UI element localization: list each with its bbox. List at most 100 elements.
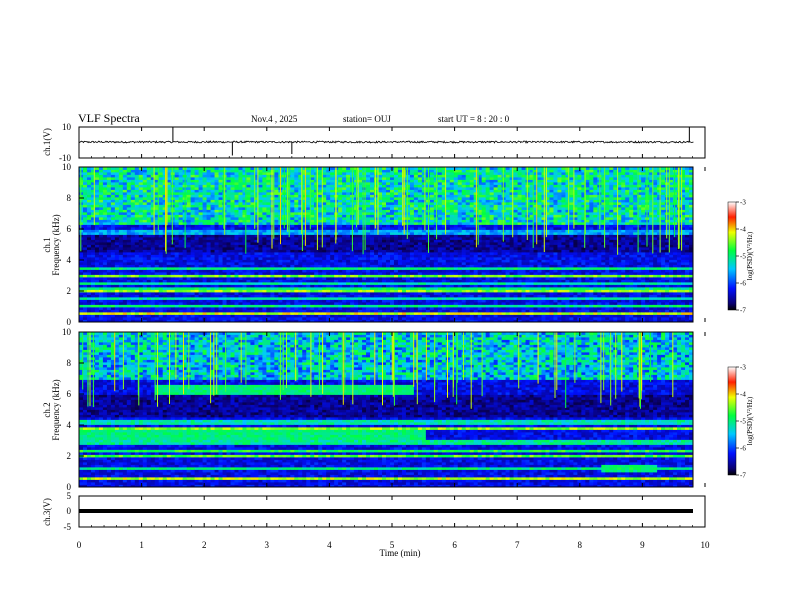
spectrogram-cell: [294, 287, 299, 290]
spectrogram-cell: [122, 234, 128, 238]
spectrogram-cell: [98, 209, 104, 213]
spectrogram-cell: [362, 259, 367, 263]
spectrogram-cell: [178, 199, 184, 203]
spectrogram-cell: [262, 189, 267, 193]
spectrogram-cell: [358, 319, 363, 323]
spectrogram-cell: [178, 287, 184, 290]
spectrogram-cell: [194, 197, 200, 200]
spectrogram-cell: [150, 177, 156, 180]
spectrogram-cell: [270, 194, 275, 198]
spectrogram-cell: [210, 222, 215, 225]
spectrogram-cell: [110, 284, 116, 288]
spectrogram-cell: [386, 292, 391, 295]
spectrogram-cell: [294, 274, 299, 278]
spectrogram-cell: [330, 189, 335, 193]
spectrogram-cell: [250, 182, 255, 185]
spectrogram-cell: [222, 262, 227, 265]
spectrogram-cell: [318, 274, 323, 278]
spectrogram-cell: [146, 239, 152, 243]
spectrogram-cell: [286, 294, 291, 298]
spectrogram-cell: [306, 217, 311, 220]
spectrogram-cell: [110, 217, 116, 220]
spectrogram-cell: [82, 209, 88, 213]
spectrogram-cell: [386, 182, 391, 185]
spectrogram-cell: [354, 317, 359, 320]
spectrogram-cell: [246, 269, 251, 273]
spectrogram-cell: [138, 304, 144, 308]
spectrogram-cell: [162, 194, 168, 198]
spectrogram-cell: [166, 254, 172, 258]
spectrogram-cell: [146, 219, 152, 223]
spectrogram-cell: [162, 244, 168, 248]
spectrogram-cell: [278, 294, 283, 298]
spectrogram-cell: [82, 264, 88, 268]
spectrogram-cell: [114, 304, 120, 308]
spectrogram-cell: [393, 267, 399, 270]
spectrogram-cell: [198, 302, 203, 305]
spectrogram-cell: [98, 237, 104, 240]
spectrogram-cell: [393, 199, 399, 203]
spectrogram-cell: [114, 182, 120, 185]
spectrogram-cell: [118, 282, 124, 285]
spectrogram-cell: [118, 247, 124, 250]
spectrogram-cell: [322, 224, 327, 228]
spectrogram-cell: [154, 217, 160, 220]
spectrogram-cell: [218, 202, 223, 205]
spectrogram-cell: [250, 199, 255, 203]
spectrogram-cell: [82, 252, 88, 255]
spectrogram-cell: [322, 217, 327, 220]
spectrogram-cell: [302, 232, 307, 235]
spectrogram-cell: [138, 222, 144, 225]
spectrogram-cell: [138, 207, 144, 210]
spectrogram-cell: [98, 187, 104, 190]
spectrogram-cell: [266, 182, 271, 185]
spectrogram-cell: [130, 282, 136, 285]
spectrogram-cell: [86, 254, 92, 258]
spectrogram-cell: [358, 232, 363, 235]
spectrogram-cell: [302, 319, 307, 323]
spectrogram-cell: [222, 274, 227, 278]
spectrogram-cell: [210, 292, 215, 295]
spectrogram-cell: [150, 302, 156, 305]
spectrogram-cell: [210, 319, 215, 323]
spectrogram-cell: [290, 287, 295, 290]
spectrogram-cell: [118, 224, 124, 228]
spectrogram-cell: [214, 274, 219, 278]
spectrogram-cell: [386, 239, 391, 243]
spectrogram-cell: [114, 224, 120, 228]
spectrogram-cell: [174, 252, 180, 255]
spectrogram-cell: [334, 277, 339, 280]
spectrogram-cell: [102, 199, 108, 203]
spectrogram-cell: [389, 209, 395, 213]
spectrogram-cell: [322, 267, 327, 270]
spectrogram-cell: [122, 204, 128, 208]
spectrogram-cell: [198, 222, 203, 225]
spectrogram-cell: [354, 267, 359, 270]
spectrogram-cell: [258, 254, 263, 258]
spectrogram-cell: [238, 242, 243, 245]
spectrogram-cell: [150, 167, 156, 170]
spectrogram-cell: [110, 257, 116, 260]
spectrogram-cell: [262, 312, 267, 315]
spectrogram-cell: [254, 249, 259, 253]
spectrogram-cell: [238, 179, 243, 183]
spectrogram-cell: [258, 197, 263, 200]
spectrogram-cell: [174, 309, 180, 313]
spectrogram-cell: [126, 267, 132, 270]
spectrogram-cell: [206, 244, 211, 248]
spectrogram-cell: [82, 267, 88, 270]
spectrogram-cell: [146, 224, 152, 228]
spectrogram-cell: [190, 307, 196, 310]
spectrogram-cell: [102, 259, 108, 263]
spectrogram-cell: [250, 277, 255, 280]
spectrogram-cell: [314, 292, 319, 295]
spectrogram-cell: [278, 309, 283, 313]
spectrogram-cell: [318, 239, 323, 243]
spectrogram-cell: [234, 314, 239, 318]
spectrogram-cell: [318, 182, 323, 185]
spectrogram-cell: [170, 314, 176, 318]
spectrogram-cell: [378, 212, 383, 215]
spectrogram-cell: [154, 269, 160, 273]
spectrogram-cell: [326, 297, 331, 300]
spectrogram-cell: [146, 179, 152, 183]
